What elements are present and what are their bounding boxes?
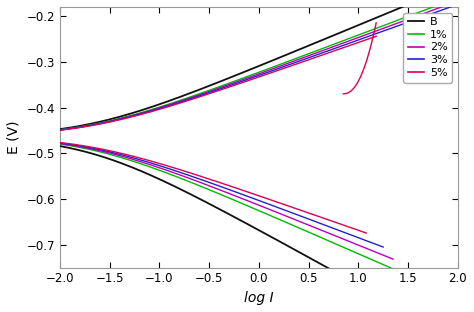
Legend: B, 1%, 2%, 3%, 5%: B, 1%, 2%, 3%, 5% — [403, 12, 452, 82]
X-axis label: log I: log I — [244, 291, 273, 305]
Y-axis label: E (V): E (V) — [7, 120, 21, 154]
